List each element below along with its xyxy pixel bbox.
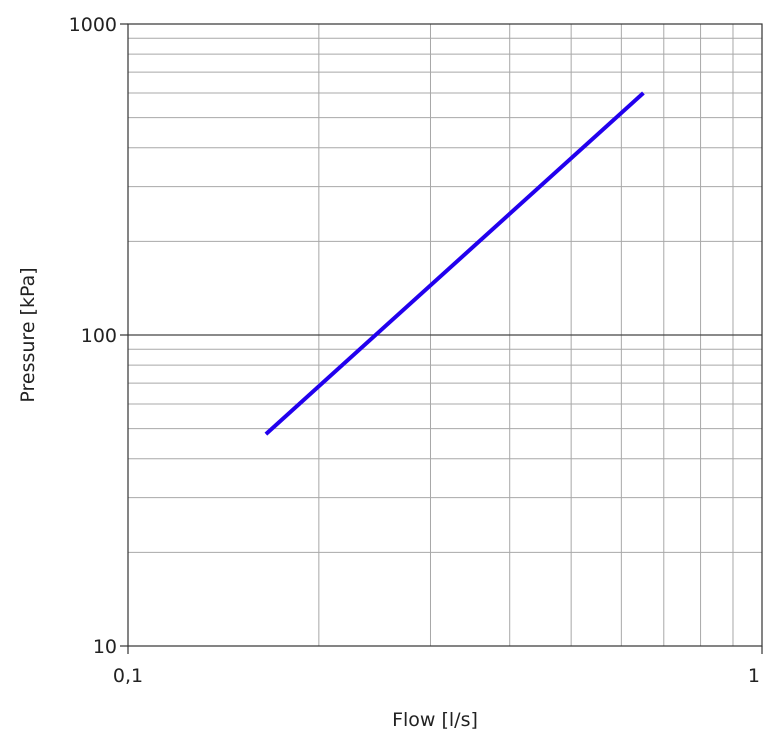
x-axis-title: Flow [l/s] xyxy=(392,709,478,731)
minor-grid xyxy=(128,24,762,646)
series-layer xyxy=(264,91,645,436)
axis-ticks: 10 100 1000 0,1 1 xyxy=(69,14,763,687)
y-tick-label: 1000 xyxy=(69,14,117,36)
y-tick-label: 10 xyxy=(93,636,117,658)
x-tick-label: 0,1 xyxy=(113,665,143,687)
y-axis-title: Pressure [kPa] xyxy=(17,267,39,402)
x-tick-label: 1 xyxy=(748,665,760,687)
series-line xyxy=(264,91,645,436)
y-tick-label: 100 xyxy=(81,325,117,347)
